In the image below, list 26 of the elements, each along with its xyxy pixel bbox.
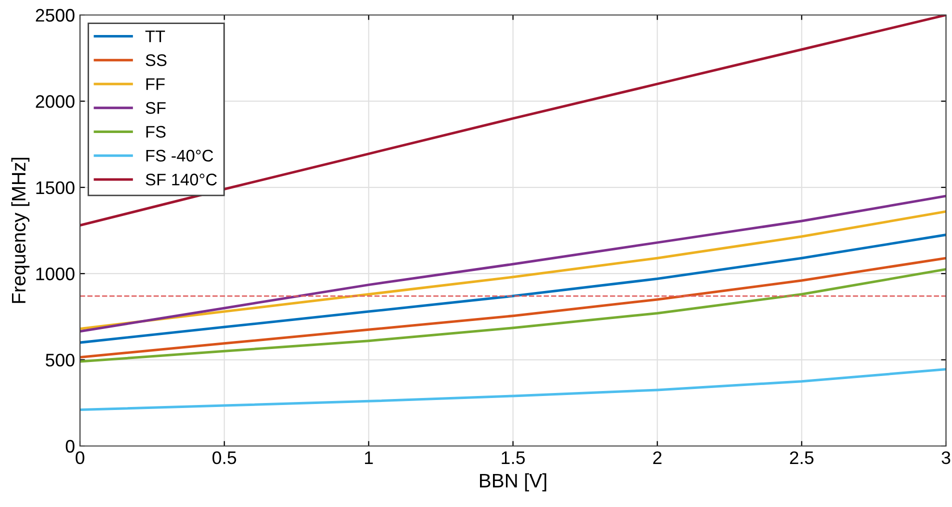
- y-axis-title: Frequency [MHz]: [11, 158, 30, 303]
- legend-label: SS: [146, 54, 166, 66]
- line-series: [80, 256, 946, 358]
- y-tick-label: 500: [46, 354, 74, 367]
- y-tick-label: 2000: [36, 95, 74, 108]
- x-axis-title: BBN [V]: [480, 473, 546, 492]
- x-tick-label: 0.5: [212, 451, 236, 464]
- x-tick-label: 1: [365, 452, 373, 464]
- x-tick-label: 0: [76, 451, 84, 464]
- legend-label: SF 140°C: [146, 174, 217, 186]
- y-tick-label: 1500: [36, 181, 74, 194]
- line-series: [80, 268, 946, 363]
- x-tick-label: 1.5: [502, 452, 525, 464]
- line-series: [80, 368, 946, 412]
- x-tick-label: 2: [653, 451, 662, 464]
- y-tick-label: 2500: [36, 8, 74, 22]
- y-tick-label: 0: [66, 440, 74, 453]
- legend-label: FS -40°C: [146, 150, 214, 162]
- x-tick-label: 3: [942, 451, 950, 464]
- legend-label: SF: [146, 102, 166, 114]
- x-tick-label: 2.5: [790, 451, 814, 464]
- legend-label: TT: [145, 30, 165, 42]
- legend-label: FF: [146, 78, 165, 90]
- y-tick-label: 1000: [36, 268, 74, 280]
- legend-label: FS: [146, 126, 166, 138]
- line-series: [80, 234, 946, 344]
